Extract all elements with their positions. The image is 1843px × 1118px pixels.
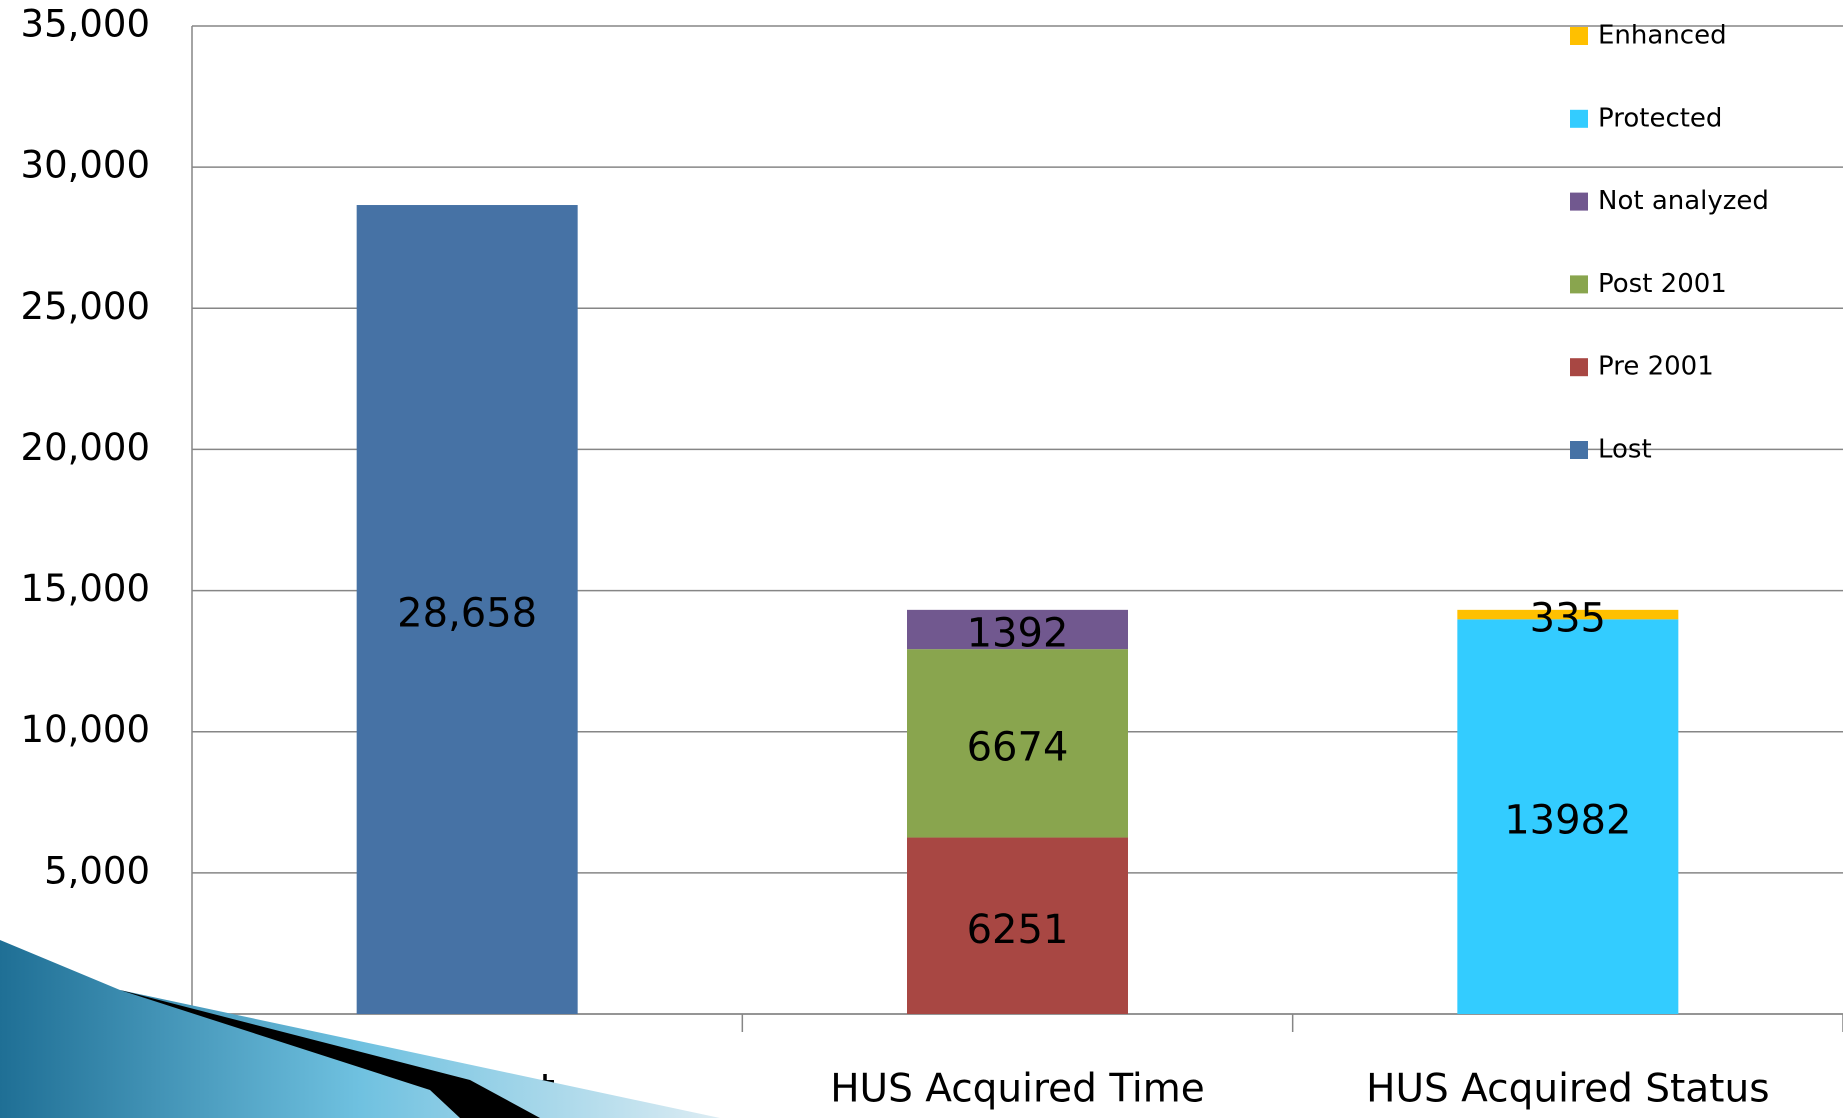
legend-label: Pre 2001 [1598,352,1714,382]
y-tick-label: 5,000 [44,849,150,892]
y-tick-label: 25,000 [21,285,150,328]
legend-label: Post 2001 [1598,269,1727,299]
legend-label: Not analyzed [1598,186,1769,216]
bar-segment [1457,609,1679,620]
y-tick-label: 30,000 [21,144,150,187]
legend-swatch [1570,275,1588,294]
legend-swatch [1570,109,1588,128]
y-tick-label: 20,000 [21,426,150,469]
bar-segment [356,205,578,1014]
bar-segment [907,837,1128,1014]
bar-segment [907,649,1128,838]
data-label: 6674 [967,724,1069,770]
x-tick-label: HUS Acquired Time [830,1067,1205,1112]
legend-swatch [1570,441,1588,459]
data-label: 335 [1530,596,1606,642]
legend-swatch [1570,358,1588,377]
legend-label: Enhanced [1598,21,1727,51]
plot-area: 05,00010,00015,00020,00025,00030,00035,0… [21,3,1843,1112]
y-tick-label: 10,000 [21,708,150,751]
data-label: 28,658 [397,591,537,637]
decorative-swoosh [0,940,720,1118]
legend-label: Protected [1598,103,1722,133]
bar-segment [1457,619,1679,1014]
x-tick-label: HUS Acquired Status [1366,1067,1769,1112]
legend-swatch [1570,192,1588,211]
data-label: 13982 [1504,798,1631,844]
data-label: 6251 [967,907,1069,953]
data-label: 1392 [967,610,1069,656]
legend-swatch [1570,27,1588,45]
y-tick-label: 15,000 [21,567,150,610]
bar-segment [907,609,1128,650]
y-tick-label: 35,000 [21,3,150,46]
legend-label: Lost [1598,435,1652,465]
decorative-swoosh-edge [120,990,540,1118]
